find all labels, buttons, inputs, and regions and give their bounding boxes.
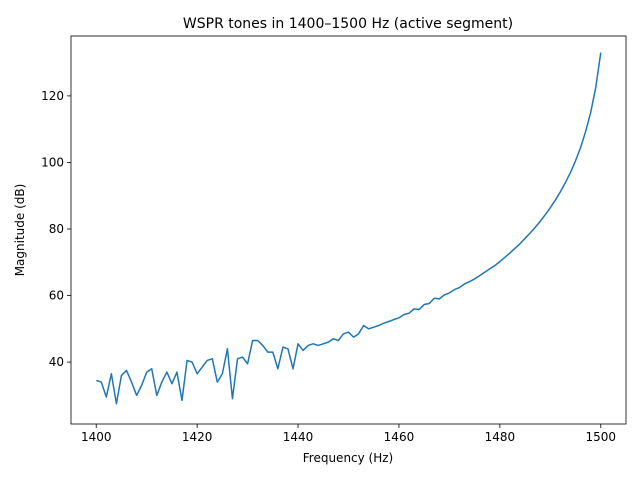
x-tick-label: 1400	[81, 430, 112, 444]
x-tick-label: 1460	[384, 430, 415, 444]
y-axis-label: Magnitude (dB)	[13, 184, 27, 277]
line-series	[95, 52, 602, 405]
plot-frame	[70, 35, 627, 425]
chart-title: WSPR tones in 1400–1500 Hz (active segme…	[183, 16, 513, 32]
y-tick-label: 80	[49, 222, 64, 236]
x-tick-label: 1480	[485, 430, 516, 444]
y-tick-label: 60	[49, 289, 64, 303]
y-tick-label: 120	[41, 89, 64, 103]
x-tick-label: 1440	[283, 430, 314, 444]
x-axis-label: Frequency (Hz)	[303, 451, 394, 465]
y-tick-label: 100	[41, 155, 64, 169]
x-tick-label: 1500	[585, 430, 616, 444]
y-tick-label: 40	[49, 355, 64, 369]
x-tick-label: 1420	[182, 430, 213, 444]
